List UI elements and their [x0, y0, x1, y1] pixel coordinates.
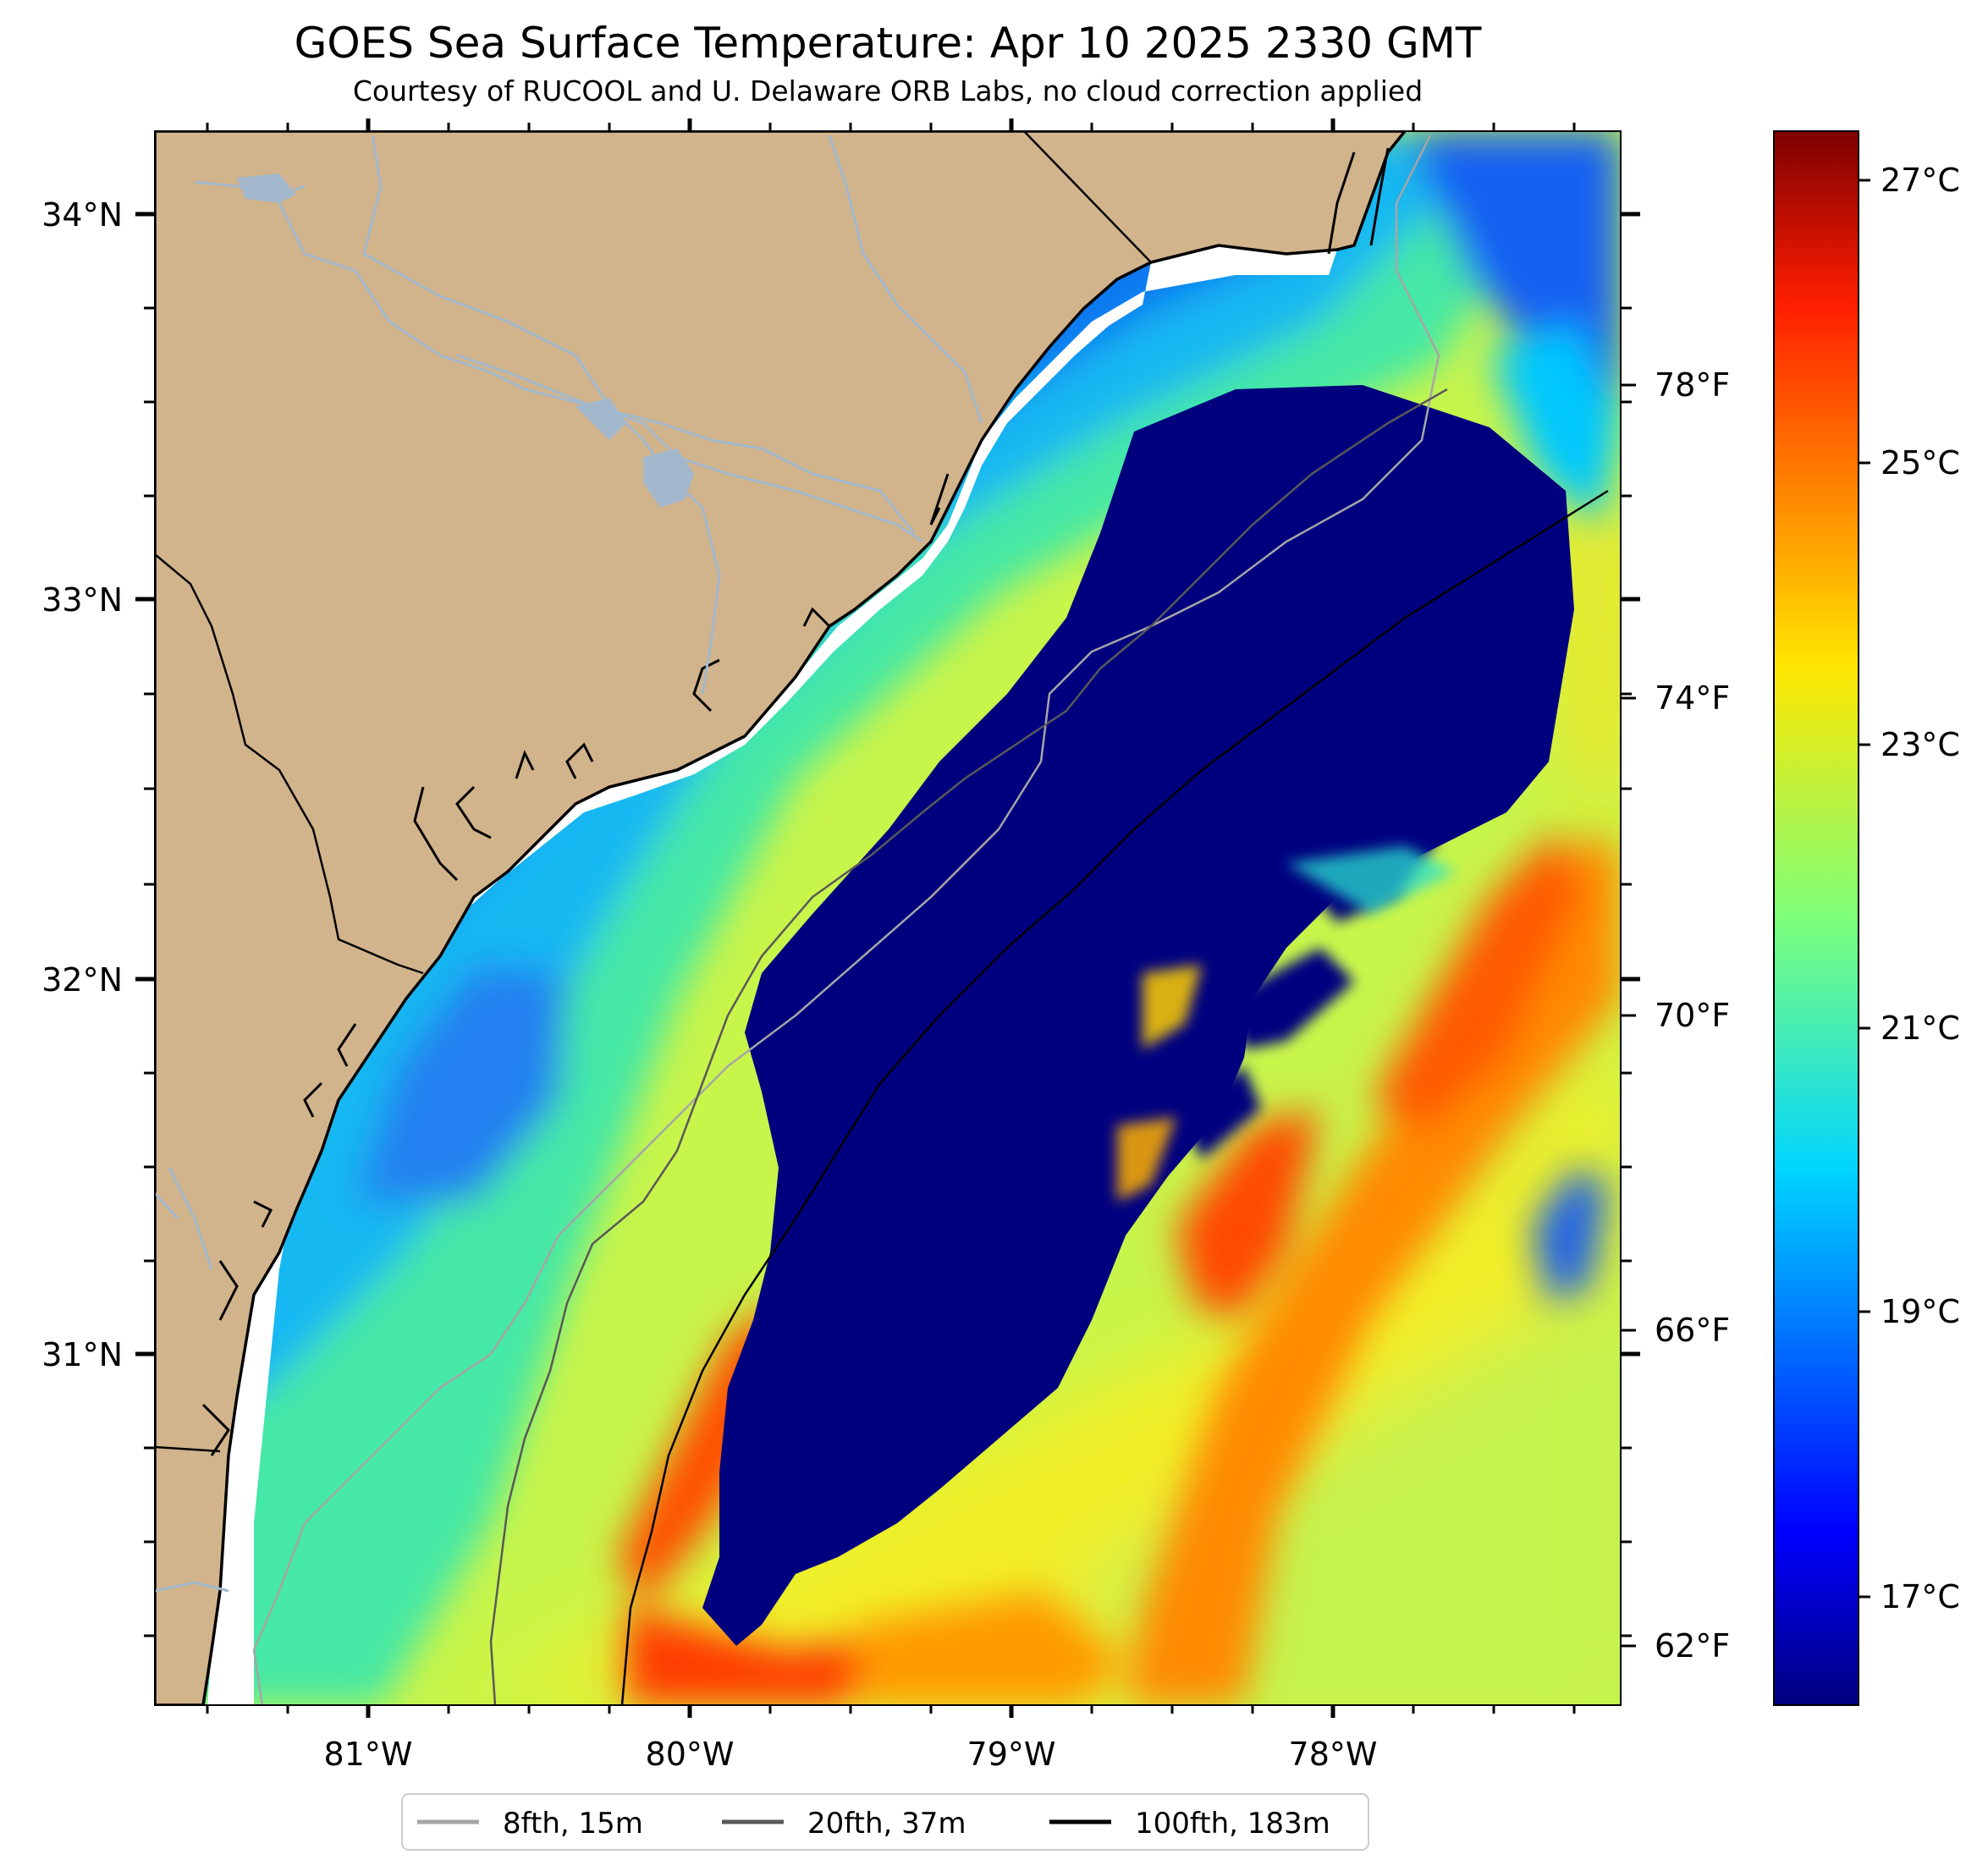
map-subtitle: Courtesy of RUCOOL and U. Delaware ORB L…: [352, 74, 1424, 107]
lon-label-80w: 80°W: [646, 1736, 735, 1773]
land-mass: [155, 131, 1407, 1705]
map-frame: [154, 130, 1622, 1706]
cold-upwelling-core: [702, 385, 1574, 1646]
map-area: [155, 131, 1621, 1705]
fahrenheit-label-62: 62°F: [1655, 1627, 1730, 1665]
lat-label-31n: 31°N: [41, 1336, 123, 1373]
celsius-label-17: 17°C: [1881, 1578, 1960, 1615]
celsius-label-27: 27°C: [1881, 162, 1960, 199]
contour-legend: 8fth, 15m 20fth, 37m 100fth, 183m: [401, 1793, 1369, 1851]
colorbar: 27°C 25°C 23°C 21°C 19°C 17°C: [1773, 130, 1960, 1706]
fahrenheit-labels: 78°F 74°F 70°F 66°F 62°F: [1655, 366, 1730, 1665]
contour-100fth: [620, 489, 1609, 1705]
colorbar-gradient: [1773, 130, 1859, 1706]
legend-box: [401, 1793, 1369, 1851]
coastline-details: [201, 147, 1390, 1456]
contour-20fth: [489, 388, 1448, 1705]
reservoirs: [237, 173, 694, 508]
latitude-labels: 34°N 33°N 32°N 31°N: [41, 196, 123, 1373]
legend-label-20fth: 20fth, 37m: [807, 1807, 966, 1841]
fahrenheit-label-66: 66°F: [1655, 1312, 1730, 1349]
celsius-label-19: 19°C: [1881, 1293, 1960, 1330]
state-borders: [155, 131, 1152, 1453]
fahrenheit-label-78: 78°F: [1655, 366, 1730, 404]
celsius-label-25: 25°C: [1881, 444, 1960, 482]
longitude-labels: 81°W 80°W 79°W 78°W: [324, 1736, 1378, 1773]
legend-label-100fth: 100fth, 183m: [1135, 1807, 1330, 1841]
fahrenheit-label-70: 70°F: [1655, 997, 1730, 1034]
legend-label-8fth: 8fth, 15m: [503, 1807, 643, 1841]
lat-label-34n: 34°N: [41, 196, 123, 234]
lon-label-79w: 79°W: [967, 1736, 1056, 1773]
lon-label-78w: 78°W: [1289, 1736, 1378, 1773]
bathymetry-contours: [252, 135, 1609, 1705]
lat-label-33n: 33°N: [41, 581, 123, 619]
celsius-label-21: 21°C: [1881, 1010, 1960, 1047]
axis-ticks: [135, 118, 1640, 1718]
contour-8fth: [252, 135, 1440, 1705]
map-title: GOES Sea Surface Temperature: Apr 10 202…: [294, 19, 1482, 68]
celsius-label-23: 23°C: [1881, 726, 1960, 763]
lat-label-32n: 32°N: [41, 961, 123, 999]
fahrenheit-label-74: 74°F: [1655, 680, 1730, 717]
lon-label-81w: 81°W: [324, 1736, 413, 1773]
